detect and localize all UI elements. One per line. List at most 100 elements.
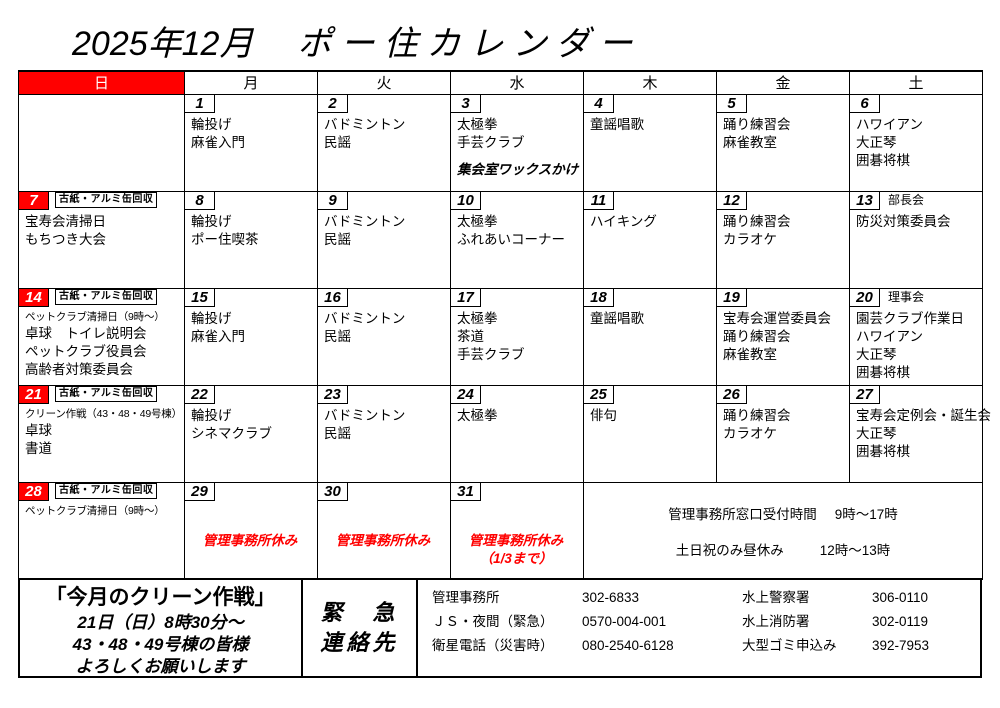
day-event: ハワイアン — [856, 329, 923, 344]
calendar-week-row: 14 古紙・アルミ缶回収 ペットクラブ清掃日（9時～） 卓球 トイレ説明会 ペットクラブ… — [18, 288, 983, 386]
footer: 「今月のクリーン作戦」 21日（日）8時30分～ 43・48・49号棟の皆様 よ… — [18, 578, 982, 678]
contact-number: 0570-004-001 — [582, 614, 667, 629]
calendar-day-cell-26: 26 踊り練習会 カラオケ — [716, 385, 850, 483]
calendar-day-cell-8: 8 輪投げ ポー住喫茶 — [184, 191, 318, 289]
day-events: 太極拳 — [451, 405, 583, 425]
recycle-collection-badge: 古紙・アルミ缶回収 — [55, 289, 158, 305]
day-header: 18 — [584, 289, 716, 308]
office-hours-reception-value: 9時～17時 — [834, 507, 898, 522]
day-number: 5 — [717, 95, 747, 113]
day-event: 民謡 — [324, 426, 351, 441]
day-header: 3 — [451, 95, 583, 114]
day-header: 31 — [451, 483, 583, 502]
day-event: 民謡 — [324, 232, 351, 247]
day-event: 麻雀入門 — [191, 135, 245, 150]
calendar-day-cell-3: 3 太極拳 手芸クラブ 集会室ワックスかけ — [450, 94, 584, 192]
clean-campaign-box: 「今月のクリーン作戦」 21日（日）8時30分～ 43・48・49号棟の皆様 よ… — [20, 580, 303, 676]
page-title: 2025年12月 ポー住カレンダー — [0, 16, 1000, 64]
day-events: 防災対策委員会 — [850, 211, 982, 231]
day-number: 2 — [318, 95, 348, 113]
clean-campaign-line3: よろしくお願いします — [75, 657, 246, 676]
office-hours-reception: 管理事務所窓口受付時間 9時～17時 — [584, 497, 982, 533]
day-event: 高齢者対策委員会 — [25, 362, 133, 377]
day-event: 麻雀教室 — [723, 135, 777, 150]
day-header: 21 古紙・アルミ缶回収 — [19, 386, 184, 405]
calendar-day-cell-25: 25 俳句 — [583, 385, 717, 483]
day-number: 11 — [584, 192, 614, 210]
calendar-week-row: 7 古紙・アルミ缶回収 宝寿会清掃日 もちつき大会 8 輪投げ ポー住喫茶 9 バドミントン 民謡… — [18, 191, 983, 289]
day-events: 太極拳 ふれあいコーナー — [451, 211, 583, 249]
day-header: 27 — [850, 386, 982, 405]
day-header: 23 — [318, 386, 450, 405]
day-events: 園芸クラブ作業日 ハワイアン 大正琴 囲碁将棋 — [850, 308, 982, 382]
day-events: 輪投げ 麻雀入門 — [185, 114, 317, 152]
office-hours-lunch-label: 土日祝のみ昼休み — [675, 543, 784, 558]
contact-row: 管理事務所 302-6833 水上警察署 306-0110 — [432, 586, 980, 610]
clean-campaign-line2: 43・48・49号棟の皆様 — [72, 635, 249, 654]
day-header: 15 — [185, 289, 317, 308]
day-events: バドミントン 民謡 — [318, 308, 450, 346]
day-events: 太極拳 手芸クラブ 集会室ワックスかけ — [451, 114, 583, 179]
calendar-day-cell-22: 22 輪投げ シネマクラブ — [184, 385, 318, 483]
day-number: 18 — [584, 289, 614, 307]
day-events: 太極拳 茶道 手芸クラブ — [451, 308, 583, 364]
weekday-header-fri: 金 — [716, 70, 850, 95]
day-header: 11 — [584, 192, 716, 211]
day-event: 民謡 — [324, 329, 351, 344]
calendar-day-cell-empty — [18, 94, 185, 192]
day-events: バドミントン 民謡 — [318, 114, 450, 152]
day-header: 16 — [318, 289, 450, 308]
day-number: 28 — [19, 483, 49, 501]
day-number: 10 — [451, 192, 481, 210]
calendar-day-cell-6: 6 ハワイアン 大正琴 囲碁将棋 — [849, 94, 983, 192]
day-event: 踊り練習会 — [723, 329, 791, 344]
calendar-day-cell-20: 20 理事会 園芸クラブ作業日 ハワイアン 大正琴 囲碁将棋 — [849, 288, 983, 386]
day-event: ペットクラブ役員会 — [25, 344, 147, 359]
day-number: 16 — [318, 289, 348, 307]
day-header: 7 古紙・アルミ缶回収 — [19, 192, 184, 211]
office-closed-note: 管理事務所休み — [468, 533, 564, 548]
clean-campaign-line1: 21日（日）8時30分～ — [77, 613, 244, 632]
calendar-day-cell-5: 5 踊り練習会 麻雀教室 — [716, 94, 850, 192]
calendar-day-cell-23: 23 バドミントン 民謡 — [317, 385, 451, 483]
day-number: 19 — [717, 289, 747, 307]
calendar-day-cell-31: 31 管理事務所休み （1/3まで） — [450, 482, 584, 580]
calendar-day-cell-11: 11 ハイキング — [583, 191, 717, 289]
calendar-day-cell-7: 7 古紙・アルミ缶回収 宝寿会清掃日 もちつき大会 — [18, 191, 185, 289]
day-event: 童謡唱歌 — [590, 117, 644, 132]
day-number: 15 — [185, 289, 215, 307]
day-event: 太極拳 — [457, 214, 498, 229]
day-events: 童謡唱歌 — [584, 308, 716, 328]
day-header: 30 — [318, 483, 450, 502]
day-events: 宝寿会定例会・誕生会 大正琴 囲碁将棋 — [850, 405, 991, 461]
day-event: 輪投げ — [191, 117, 232, 132]
day-event: ポー住喫茶 — [191, 232, 259, 247]
day-events: 踊り練習会 カラオケ — [717, 405, 849, 443]
day-event: 宝寿会清掃日 — [25, 214, 106, 229]
calendar-day-cell-27: 27 宝寿会定例会・誕生会 大正琴 囲碁将棋 — [849, 385, 991, 483]
day-event: 輪投げ — [191, 214, 232, 229]
calendar-table: 日 月 火 水 木 金 土 1 輪投げ 麻雀入門 2 バドミントン 民謡 3 太極拳 手芸クラブ… — [18, 70, 991, 580]
day-events: 踊り練習会 カラオケ — [717, 211, 849, 249]
day-event: 宝寿会運営委員会 — [723, 311, 831, 326]
day-event: 踊り練習会 — [723, 408, 791, 423]
day-header: 20 理事会 — [850, 289, 982, 308]
contact-number-secondary: 306-0110 — [872, 590, 929, 605]
contacts-table: 管理事務所 302-6833 水上警察署 306-0110 ＪＳ・夜間（緊急） 0570-… — [432, 586, 980, 658]
contact-name: 衛星電話（災害時） — [432, 638, 554, 653]
event-spacer — [457, 152, 583, 161]
contact-row: ＪＳ・夜間（緊急） 0570-004-001 水上消防署 302-0119 — [432, 610, 980, 634]
emergency-line1: 緊 急 — [320, 600, 399, 625]
day-number: 27 — [850, 386, 880, 404]
day-number: 13 — [850, 192, 880, 210]
day-number: 26 — [717, 386, 747, 404]
day-event: 太極拳 — [457, 408, 498, 423]
day-events: 踊り練習会 麻雀教室 — [717, 114, 849, 152]
day-event: 手芸クラブ — [457, 347, 525, 362]
day-events: クリーン作戦（43・48・49号棟） 卓球 書道 — [19, 405, 184, 458]
day-event: 輪投げ — [191, 408, 232, 423]
day-event: バドミントン — [324, 214, 406, 229]
calendar-day-cell-21: 21 古紙・アルミ缶回収 クリーン作戦（43・48・49号棟） 卓球 書道 — [18, 385, 185, 483]
calendar-day-cell-15: 15 輪投げ 麻雀入門 — [184, 288, 318, 386]
